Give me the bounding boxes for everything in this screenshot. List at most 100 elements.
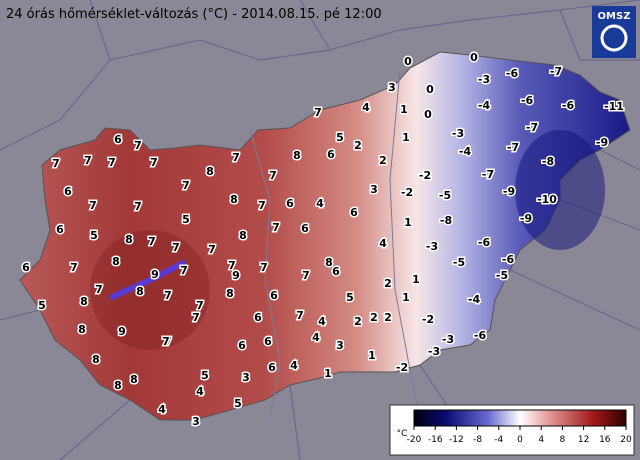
temperature-label: 3 xyxy=(336,339,344,352)
temperature-label: 7 xyxy=(272,221,280,234)
temperature-label: 7 xyxy=(148,235,156,248)
temperature-label: 4 xyxy=(379,237,387,250)
warm-core xyxy=(90,230,210,350)
colorbar-tick-label: 16 xyxy=(599,435,611,445)
temperature-label: -5 xyxy=(453,256,465,269)
legend-unit: °C xyxy=(397,429,408,439)
temperature-label: 2 xyxy=(379,154,387,167)
temperature-label: 9 xyxy=(232,269,240,282)
labels: 0 0-70-3 -63-4 -6 -6 -114 1 07-7-3-95 1-7-8-46 77… xyxy=(21,50,626,430)
colorbar-tick-label: -12 xyxy=(449,435,464,445)
temperature-label: 6 xyxy=(268,361,276,374)
temperature-label: 0 xyxy=(470,51,478,64)
colorbar-tick-label: -16 xyxy=(428,435,443,445)
temperature-label: 8 xyxy=(230,193,238,206)
temperature-label: 7 xyxy=(84,154,92,167)
temperature-label: 2 xyxy=(384,277,392,290)
colorbar-tick-label: 4 xyxy=(538,435,544,445)
temperature-label: 2 xyxy=(384,311,392,324)
temperature-label: 1 xyxy=(402,131,410,144)
temperature-label: -3 xyxy=(452,127,464,140)
temperature-label: 5 xyxy=(346,291,354,304)
temperature-label: 1 xyxy=(400,103,408,116)
temperature-label: 7 xyxy=(269,169,277,182)
temperature-label: -3 xyxy=(442,333,454,346)
temperature-label: 6 xyxy=(254,311,262,324)
temperature-label: 2 xyxy=(354,139,362,152)
temperature-label: 7 xyxy=(232,151,240,164)
temperature-label: 8 xyxy=(80,295,88,308)
temperature-label: 4 xyxy=(318,315,326,328)
temperature-label: 7 xyxy=(260,261,268,274)
temperature-label: 6 xyxy=(327,148,335,161)
colorbar xyxy=(413,409,627,427)
temperature-label: 7 xyxy=(302,269,310,282)
temperature-label: 4 xyxy=(158,403,166,416)
temperature-label: -8 xyxy=(542,155,554,168)
temperature-label: 7 xyxy=(108,156,116,169)
temperature-label: 7 xyxy=(150,156,158,169)
temperature-label: 4 xyxy=(362,101,370,114)
temperature-label: -10 xyxy=(537,193,557,206)
temperature-label: 5 xyxy=(182,213,190,226)
temperature-label: 6 xyxy=(238,339,246,352)
temperature-label: 2 xyxy=(370,311,378,324)
temperature-label: 8 xyxy=(112,255,120,268)
temperature-label: -2 xyxy=(422,313,434,326)
colorbar-tick-label: 12 xyxy=(578,435,589,445)
temperature-label: -7 xyxy=(507,141,519,154)
temperature-label: -6 xyxy=(562,99,575,112)
temperature-label: 8 xyxy=(226,287,234,300)
temperature-label: 8 xyxy=(78,323,86,336)
temperature-label: 7 xyxy=(70,261,78,274)
colorbar-tick-label: 0 xyxy=(517,435,523,445)
temperature-label: 9 xyxy=(151,268,159,281)
temperature-label: 8 xyxy=(293,149,301,162)
temperature-label: 7 xyxy=(164,335,172,348)
temperature-label: 1 xyxy=(324,367,332,380)
colorbar-tick-label: -4 xyxy=(494,435,503,445)
rivers xyxy=(249,69,421,421)
temperature-label: 6 xyxy=(350,206,358,219)
temperature-label: 8 xyxy=(114,379,122,392)
temperature-label: 7 xyxy=(192,311,200,324)
temperature-label: 4 xyxy=(196,385,204,398)
cold-core xyxy=(515,130,605,250)
temperature-label: 7 xyxy=(95,283,103,296)
temperature-label: -6 xyxy=(502,253,515,266)
temperature-label: 5 xyxy=(90,229,98,242)
temperature-label: 7 xyxy=(52,157,60,170)
temperature-label: -9 xyxy=(503,185,515,198)
temperature-label: 7 xyxy=(208,243,216,256)
temperature-label: -3 xyxy=(426,240,438,253)
temperature-label: -2 xyxy=(419,169,431,182)
temperature-label: 8 xyxy=(130,373,138,386)
temperature-label: 7 xyxy=(162,335,170,348)
temperature-label: 7 xyxy=(228,259,236,272)
temperature-label: -5 xyxy=(439,189,451,202)
temperature-label: 6 xyxy=(301,222,309,235)
temperature-label: 0 xyxy=(424,108,432,121)
temperature-label: 3 xyxy=(370,183,378,196)
temperature-label: 8 xyxy=(92,353,100,366)
temperature-label: 9 xyxy=(118,325,126,338)
temperature-label: -5 xyxy=(496,269,508,282)
temperature-label: 1 xyxy=(404,216,412,229)
temperature-label: -11 xyxy=(604,100,624,113)
temperature-label: 7 xyxy=(134,139,142,152)
temperature-label: 8 xyxy=(325,256,333,269)
temperature-label: 8 xyxy=(125,233,133,246)
temperature-label: -3 xyxy=(478,73,490,86)
temperature-label: -2 xyxy=(401,186,413,199)
temperature-label: 0 xyxy=(404,55,412,68)
temperature-label: -6 xyxy=(474,329,487,342)
temperature-label: 6 xyxy=(332,265,340,278)
title: 24 órás hőmérséklet-változás (°C) - 2014… xyxy=(6,7,382,22)
lake xyxy=(108,259,187,301)
temperature-label: -4 xyxy=(459,145,472,158)
temperature-label: -8 xyxy=(440,214,452,227)
temperature-label: 6 xyxy=(264,335,272,348)
temperature-label: 8 xyxy=(239,229,247,242)
temperature-label: 6 xyxy=(114,133,122,146)
temperature-label: 7 xyxy=(182,179,190,192)
